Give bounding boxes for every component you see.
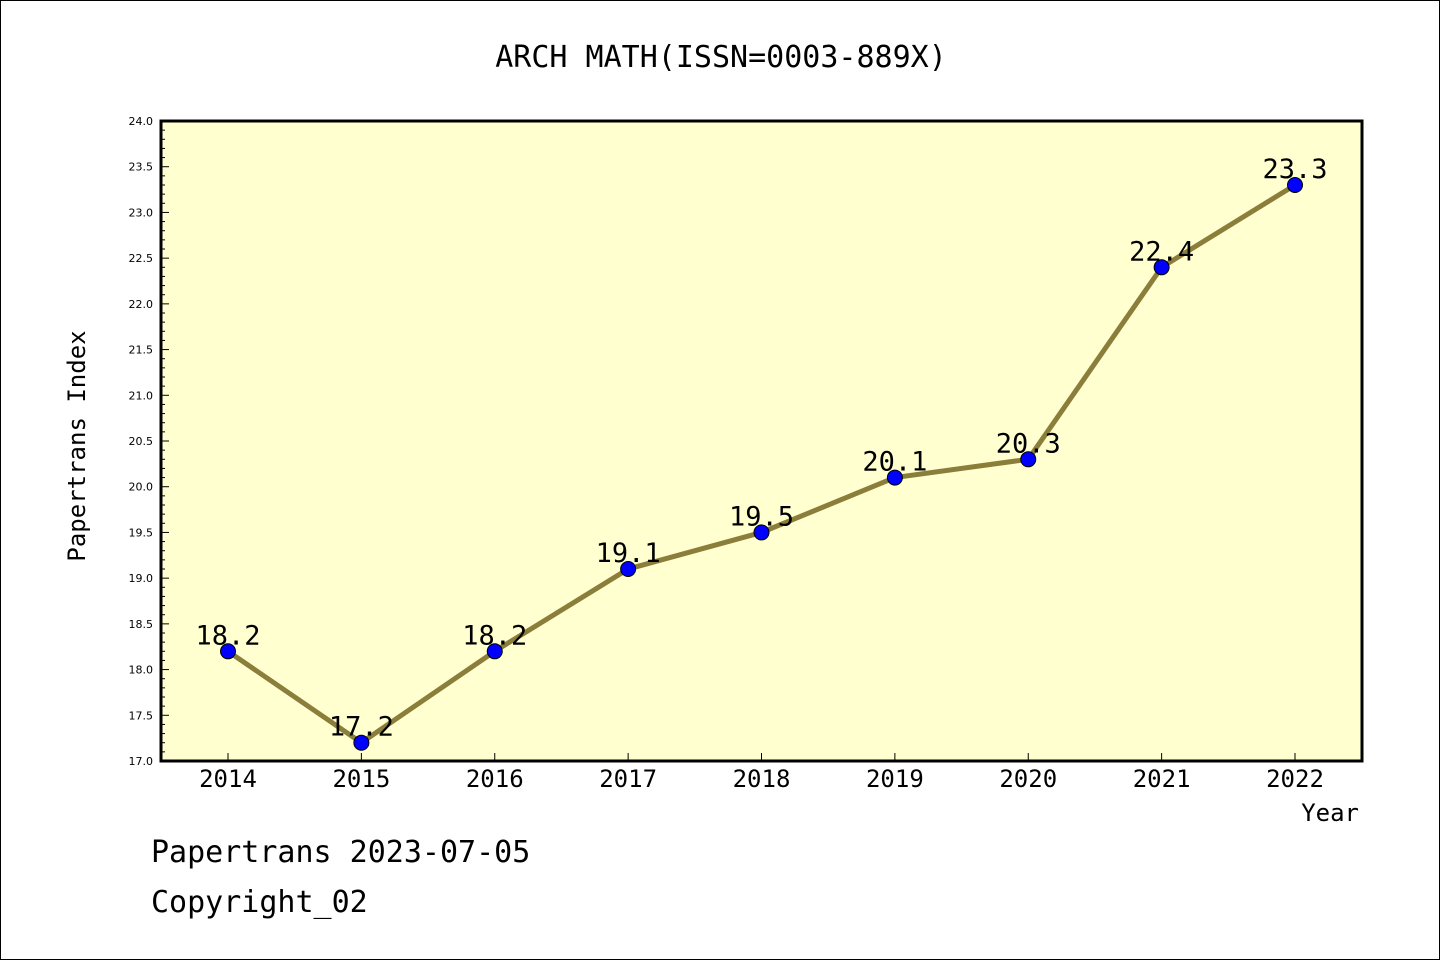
data-point bbox=[753, 524, 770, 541]
x-tick-label: 2016 bbox=[466, 765, 524, 793]
data-point bbox=[1153, 259, 1170, 276]
footer-copyright: Copyright_02 bbox=[151, 885, 368, 920]
footer-date: Papertrans 2023-07-05 bbox=[151, 835, 531, 870]
data-label: 22.4 bbox=[1129, 236, 1194, 267]
data-label: 19.5 bbox=[729, 501, 794, 532]
x-tick-label: 2020 bbox=[999, 765, 1057, 793]
y-axis-label: Papertrans Index bbox=[63, 330, 91, 561]
x-axis: 2014 2015 2016 2017 2018 2019 2020 2021 2022 bbox=[199, 753, 1324, 793]
data-points bbox=[220, 177, 1303, 751]
y-tick-label: 19.5 bbox=[129, 526, 154, 539]
data-label: 19.1 bbox=[596, 538, 661, 569]
data-point bbox=[1020, 451, 1037, 468]
data-point bbox=[886, 469, 903, 486]
data-point bbox=[1287, 177, 1303, 193]
data-point bbox=[620, 561, 637, 577]
data-labels: 18.2 17.2 18.2 19.1 19.5 20.1 20.3 22.4 23.3 bbox=[195, 154, 1327, 743]
data-label: 18.2 bbox=[195, 620, 260, 651]
data-label: 20.3 bbox=[996, 428, 1061, 459]
x-axis-label: Year bbox=[1301, 799, 1359, 827]
x-tick-label: 2015 bbox=[332, 765, 390, 793]
y-tick-label: 17.5 bbox=[129, 709, 154, 722]
x-tick-label: 2021 bbox=[1133, 765, 1191, 793]
x-tick-label: 2014 bbox=[199, 765, 257, 793]
y-tick-label: 22.5 bbox=[129, 252, 154, 265]
data-point bbox=[353, 734, 370, 751]
x-tick-label: 2019 bbox=[866, 765, 924, 793]
y-tick-label: 21.5 bbox=[129, 344, 154, 357]
chart-title: ARCH MATH(ISSN=0003-889X) bbox=[495, 40, 947, 75]
data-label: 23.3 bbox=[1262, 154, 1327, 185]
x-tick-label: 2022 bbox=[1266, 765, 1324, 793]
y-tick-label: 23.0 bbox=[129, 206, 154, 219]
data-label: 18.2 bbox=[462, 620, 527, 651]
plot-area bbox=[159, 119, 1364, 763]
data-point bbox=[486, 643, 503, 660]
data-label: 17.2 bbox=[329, 712, 394, 743]
y-tick-label: 17.0 bbox=[129, 755, 154, 768]
y-tick-label: 20.5 bbox=[129, 435, 154, 448]
y-tick-label: 21.0 bbox=[129, 389, 154, 402]
y-tick-label: 18.5 bbox=[129, 618, 154, 631]
y-tick-label: 23.5 bbox=[129, 161, 154, 174]
y-tick-label: 19.0 bbox=[129, 572, 154, 585]
y-tick-label: 24.0 bbox=[129, 115, 154, 128]
data-label: 20.1 bbox=[862, 447, 927, 478]
y-tick-label: 22.0 bbox=[129, 298, 154, 311]
y-tick-label: 18.0 bbox=[129, 664, 154, 677]
data-point bbox=[220, 643, 236, 660]
x-tick-label: 2017 bbox=[599, 765, 657, 793]
y-tick-label: 20.0 bbox=[129, 481, 154, 494]
x-tick-label: 2018 bbox=[733, 765, 791, 793]
y-axis: 17.0 17.5 18.0 18.5 19.0 19.5 20.0 20.5 21.0 21.5… bbox=[129, 115, 169, 768]
